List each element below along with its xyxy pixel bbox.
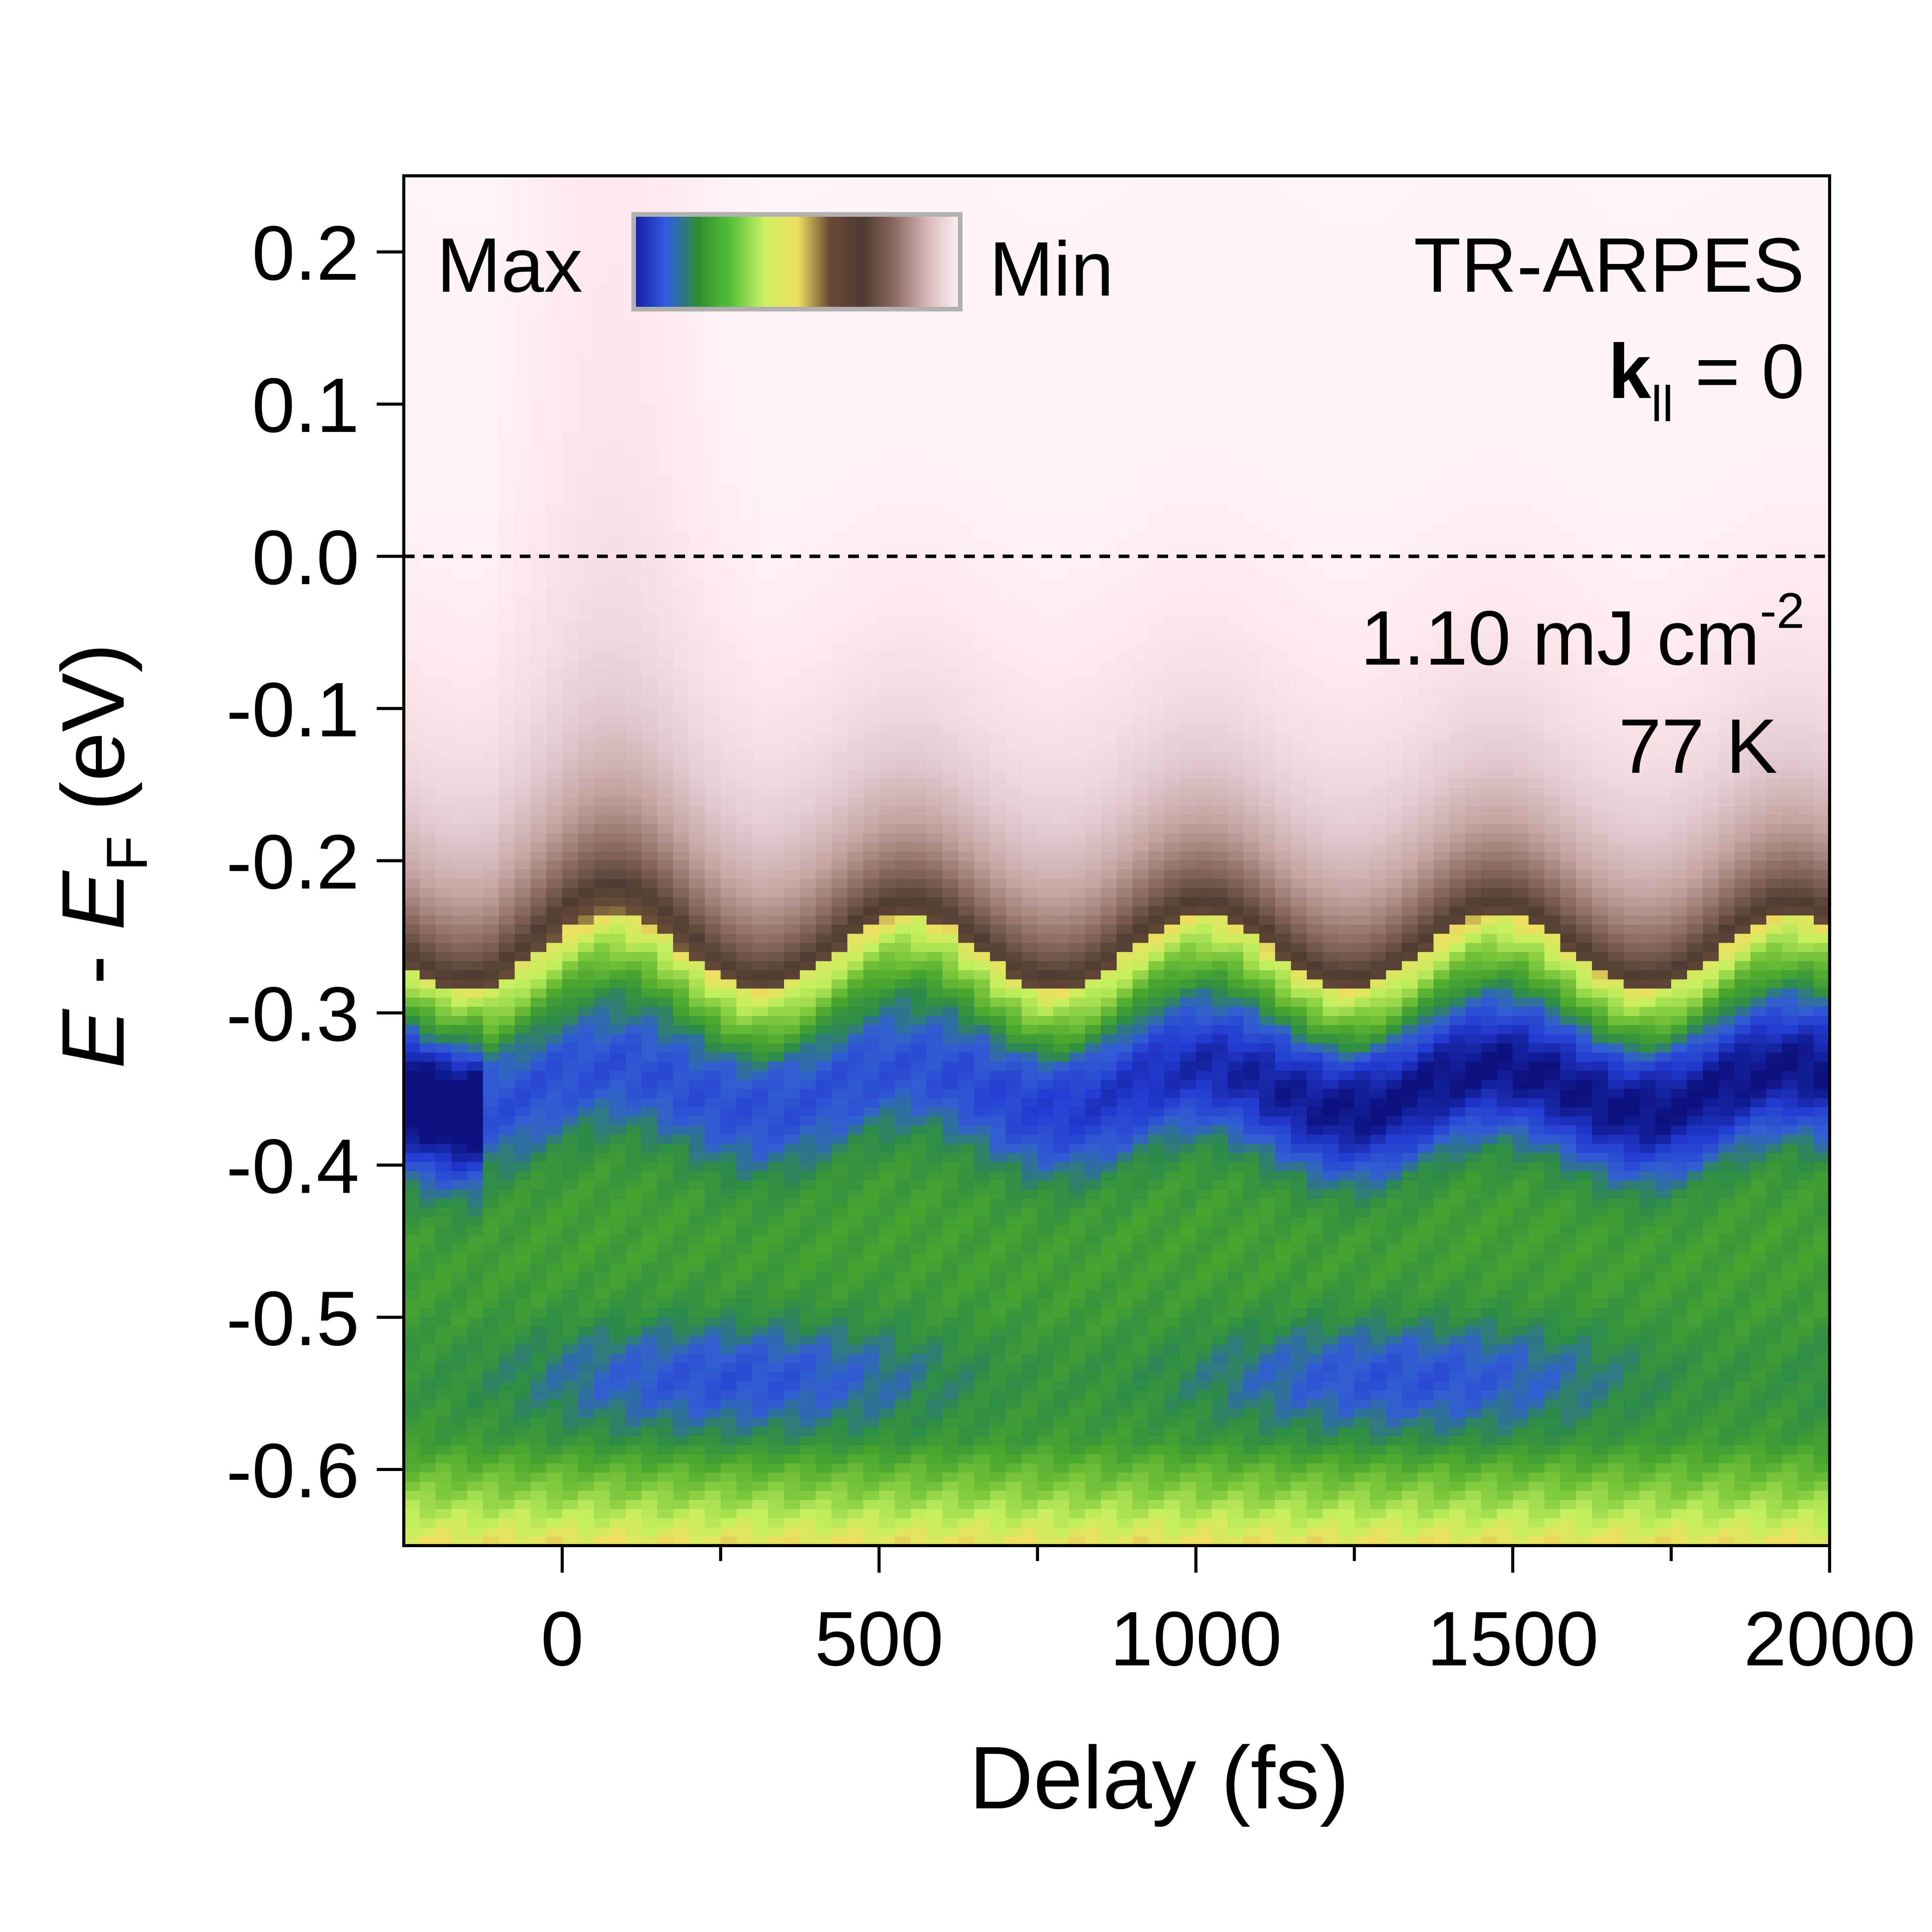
colorbar-max-label: Max xyxy=(437,222,583,308)
x-tick-label: 2000 xyxy=(1744,1596,1916,1682)
x-axis-title: Delay (fs) xyxy=(969,1728,1349,1827)
y-axis-subscript-f: F xyxy=(94,836,159,871)
colorbar-min-label: Min xyxy=(989,226,1114,312)
technique-label: TR-ARPES xyxy=(1414,222,1804,308)
y-axis-symbol-ef: E xyxy=(43,870,143,930)
fluence-superscript: -2 xyxy=(1760,582,1804,639)
y-tick-label: -0.5 xyxy=(226,1276,359,1362)
colorbar xyxy=(631,212,963,311)
y-tick-label: 0.0 xyxy=(252,515,359,601)
x-tick-label: 1500 xyxy=(1427,1596,1599,1682)
temperature-label: 77 K xyxy=(1619,703,1777,789)
y-axis-minus: - xyxy=(43,930,143,1009)
heatmap-image xyxy=(404,176,1830,1546)
y-tick-label: -0.2 xyxy=(226,819,359,905)
y-axis-unit: (eV) xyxy=(43,643,143,835)
y-tick-label: -0.4 xyxy=(226,1123,359,1209)
y-axis-title: E - EF (eV) xyxy=(43,643,159,1068)
fluence-label: 1.10 mJ cm-2 xyxy=(1361,582,1804,681)
y-tick-label: -0.1 xyxy=(226,667,359,753)
y-tick-label: -0.6 xyxy=(226,1428,359,1514)
x-axis-ticks: 0 500 1000 1500 2000 xyxy=(541,1546,1915,1682)
momentum-label: kll = 0 xyxy=(1608,328,1804,432)
x-tick-label: 0 xyxy=(541,1596,583,1682)
colorbar-legend: Max Min xyxy=(437,212,1114,312)
momentum-rest: = 0 xyxy=(1673,328,1804,415)
y-axis-ticks: 0.2 0.1 0.0 -0.1 -0.2 -0.3 -0.4 -0.5 -0.6 xyxy=(226,210,404,1514)
momentum-symbol: k xyxy=(1608,328,1651,415)
y-tick-label: 0.1 xyxy=(252,362,359,449)
x-tick-label: 1000 xyxy=(1110,1596,1282,1682)
y-tick-label: 0.2 xyxy=(252,210,359,296)
momentum-subscript: ll xyxy=(1651,376,1673,432)
fluence-text: 1.10 mJ cm xyxy=(1361,595,1760,681)
y-tick-label: -0.3 xyxy=(226,971,359,1057)
y-axis-symbol-e: E xyxy=(43,1009,143,1069)
x-tick-label: 500 xyxy=(815,1596,944,1682)
